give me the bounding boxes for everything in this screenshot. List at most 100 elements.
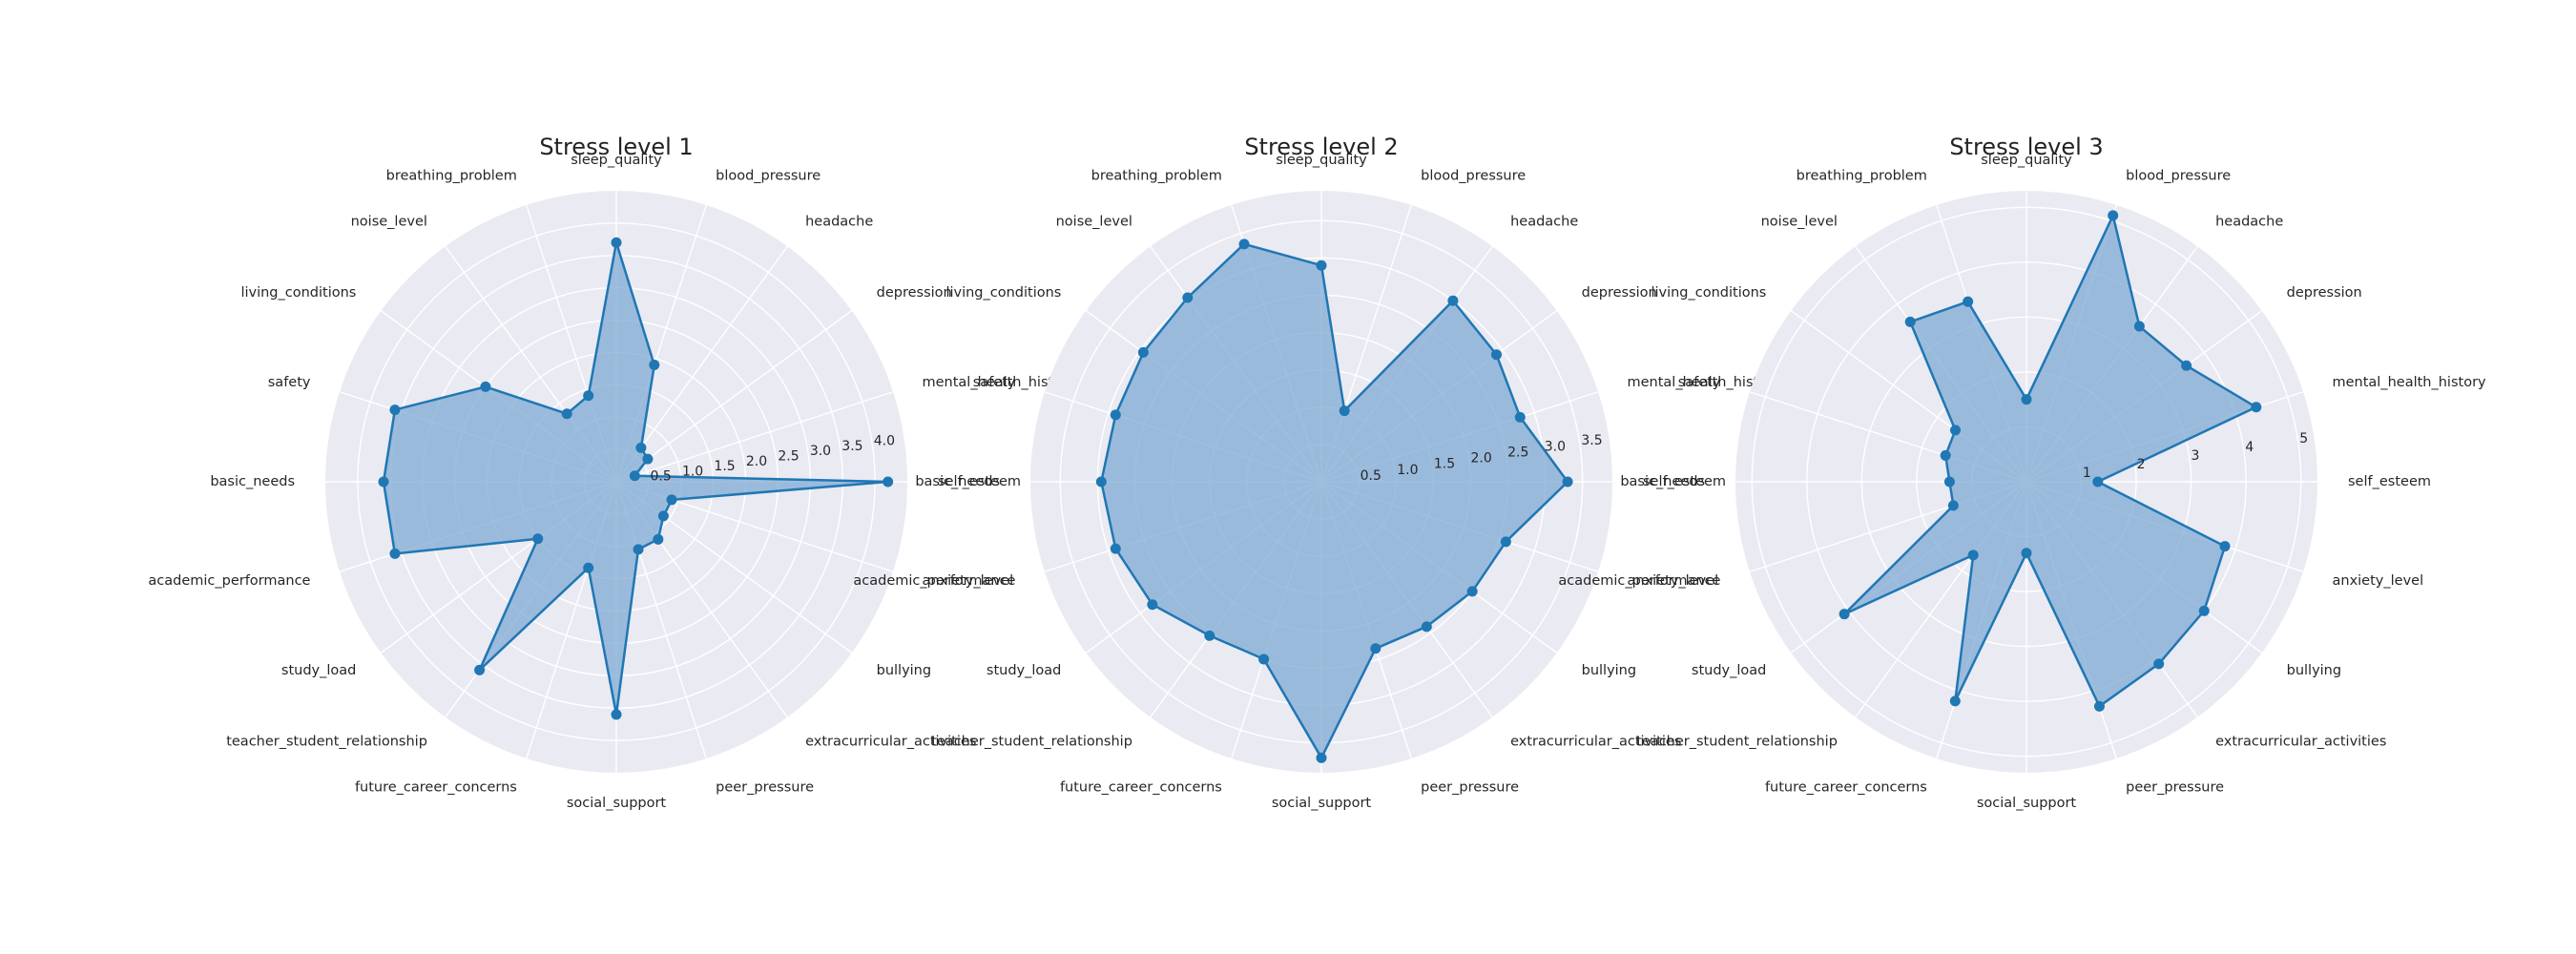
category-label-teacher-student-relationship: teacher_student_relationship: [226, 735, 427, 750]
data-point-extracurricular-activities: [2153, 658, 2165, 670]
category-label-breathing-problem: breathing_problem: [1091, 168, 1222, 183]
data-point-future-career-concerns: [1949, 695, 1961, 707]
radial-tick-label: 2.0: [1470, 451, 1491, 467]
data-point-sleep-quality: [2021, 394, 2032, 405]
data-point-breathing-problem: [583, 390, 594, 402]
radial-tick-label: 4: [2245, 440, 2254, 455]
category-label-academic-performance: academic_performance: [1558, 573, 1720, 589]
category-label-anxiety-level: anxiety_level: [2333, 573, 2424, 589]
data-point-future-career-concerns: [1258, 653, 1270, 665]
radial-tick-label: 3: [2192, 448, 2200, 464]
radar-grid-spoke: [615, 391, 894, 483]
category-label-social-support: social_support: [1272, 796, 1372, 811]
data-point-safety: [1110, 409, 1121, 421]
category-label-self-esteem: self_esteem: [2348, 474, 2431, 489]
category-label-breathing-problem: breathing_problem: [1797, 168, 1927, 183]
data-point-basic-needs: [1095, 476, 1107, 487]
radar-chart-3: 1 2 3 4 5 self_esteem mental_health_history dep…: [1558, 134, 2486, 811]
category-label-anxiety-level: anxiety_level: [923, 573, 1014, 589]
category-label-future-career-concerns: future_career_concerns: [1060, 780, 1222, 796]
data-point-noise-level: [1904, 316, 1916, 327]
data-point-academic-performance: [1110, 543, 1121, 554]
data-point-noise-level: [561, 408, 572, 420]
category-label-safety: safety: [1678, 375, 1721, 390]
radial-tick-label: 3.5: [1581, 433, 1602, 448]
data-point-peer-pressure: [1370, 643, 1381, 654]
category-label-peer-pressure: peer_pressure: [716, 780, 814, 796]
category-label-sleep-quality: sleep_quality: [1981, 153, 2072, 168]
data-point-social-support: [611, 709, 622, 720]
category-label-social-support: social_support: [567, 796, 667, 811]
category-label-self-esteem: self_esteem: [938, 474, 1021, 489]
category-label-blood-pressure: blood_pressure: [1421, 168, 1526, 183]
category-label-headache: headache: [805, 214, 873, 229]
chart-title: Stress level 2: [1244, 134, 1398, 160]
data-point-anxiety-level: [1500, 536, 1511, 548]
data-point-teacher-student-relationship: [1967, 550, 1979, 561]
radial-tick-label: 3.0: [1545, 439, 1566, 454]
data-point-depression: [2181, 360, 2192, 371]
data-point-safety: [1940, 449, 1951, 461]
data-point-future-career-concerns: [583, 562, 594, 573]
category-label-bullying: bullying: [877, 663, 931, 678]
radial-tick-label: 1: [2083, 466, 2091, 481]
category-label-extracurricular-activities: extracurricular_activities: [805, 735, 976, 750]
category-label-blood-pressure: blood_pressure: [2126, 168, 2231, 183]
chart-title: Stress level 1: [539, 134, 693, 160]
category-label-academic-performance: academic_performance: [853, 573, 1015, 589]
category-label-basic-needs: basic_needs: [915, 474, 1000, 489]
data-point-extracurricular-activities: [653, 533, 664, 545]
category-label-mental-health-history: mental_health_history: [1628, 375, 1782, 390]
data-point-noise-level: [1182, 292, 1194, 303]
data-point-headache: [2133, 321, 2145, 332]
category-label-sleep-quality: sleep_quality: [571, 153, 662, 168]
data-point-headache: [635, 442, 647, 453]
data-point-bullying: [1466, 586, 1478, 597]
radar-chart-1: 0.5 1.0 1.5 2.0 2.5 3.0 3.5 4.0 self_esteem menta…: [148, 134, 1076, 811]
category-label-basic-needs: basic_needs: [210, 474, 295, 489]
radial-tick-label: 0.5: [650, 469, 671, 485]
radar-grid-spoke: [615, 245, 788, 483]
data-point-study-load: [1147, 599, 1158, 611]
category-label-living-conditions: living_conditions: [1651, 285, 1766, 301]
category-label-living-conditions: living_conditions: [945, 285, 1061, 301]
data-point-social-support: [2021, 548, 2032, 559]
radar-chart-2: 0.5 1.0 1.5 2.0 2.5 3.0 3.5 self_esteem mental_h…: [853, 134, 1781, 811]
radial-tick-label: 3.5: [841, 439, 862, 454]
data-point-self-esteem: [2092, 476, 2104, 487]
category-label-anxiety-level: anxiety_level: [1628, 573, 1719, 589]
data-point-anxiety-level: [2219, 541, 2231, 552]
data-point-extracurricular-activities: [1421, 621, 1432, 633]
radar-grid-spoke: [615, 310, 853, 483]
category-label-teacher-student-relationship: teacher_student_relationship: [1636, 735, 1838, 750]
category-label-social-support: social_support: [1977, 796, 2077, 811]
data-point-blood-pressure: [649, 360, 660, 371]
data-point-basic-needs: [1943, 476, 1955, 487]
data-point-living-conditions: [1137, 346, 1149, 358]
data-point-living-conditions: [480, 381, 491, 392]
radial-tick-label: 2.0: [746, 454, 767, 469]
radar-area: [1101, 243, 1568, 758]
category-label-future-career-concerns: future_career_concerns: [1765, 780, 1927, 796]
radial-tick-label: 3.0: [810, 444, 831, 459]
data-point-mental-health-history: [1514, 411, 1526, 423]
data-point-depression: [1490, 349, 1502, 361]
data-point-basic-needs: [378, 476, 389, 487]
data-point-bullying: [2198, 605, 2210, 616]
data-point-depression: [642, 453, 654, 465]
data-point-mental-health-history: [2251, 402, 2262, 413]
data-point-self-esteem: [883, 476, 894, 487]
data-point-blood-pressure: [2108, 210, 2119, 221]
category-label-basic-needs: basic_needs: [1620, 474, 1705, 489]
data-point-anxiety-level: [666, 494, 677, 506]
category-label-peer-pressure: peer_pressure: [2126, 780, 2224, 796]
data-point-academic-performance: [389, 548, 401, 559]
data-point-peer-pressure: [633, 544, 644, 555]
category-label-noise-level: noise_level: [1056, 214, 1132, 229]
category-label-headache: headache: [1510, 214, 1578, 229]
data-point-peer-pressure: [2093, 700, 2105, 712]
data-point-headache: [1447, 295, 1459, 306]
category-label-peer-pressure: peer_pressure: [1421, 780, 1519, 796]
category-label-academic-performance: academic_performance: [148, 573, 310, 589]
